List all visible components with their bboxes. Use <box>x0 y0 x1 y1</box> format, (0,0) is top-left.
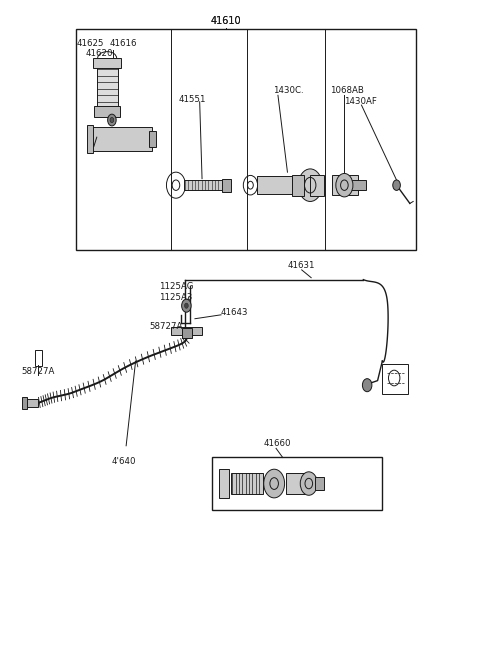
Circle shape <box>300 472 317 495</box>
Text: 58727A: 58727A <box>150 322 183 331</box>
Text: 1430AF: 1430AF <box>344 97 377 106</box>
Text: 41660: 41660 <box>264 440 291 448</box>
Bar <box>171 327 202 335</box>
Bar <box>26 399 38 407</box>
Circle shape <box>362 378 372 392</box>
Circle shape <box>108 114 116 126</box>
Bar <box>184 180 222 191</box>
Bar <box>149 131 156 147</box>
Text: 41610: 41610 <box>210 16 241 26</box>
Bar <box>93 58 121 68</box>
Text: 41616: 41616 <box>109 39 137 49</box>
Bar <box>91 127 152 151</box>
Circle shape <box>299 169 322 202</box>
Circle shape <box>264 469 285 498</box>
Text: 41610: 41610 <box>210 16 241 26</box>
Bar <box>286 473 305 494</box>
Bar <box>35 350 42 366</box>
Text: 1125A3: 1125A3 <box>159 293 192 302</box>
Bar <box>96 66 118 107</box>
Circle shape <box>336 173 353 197</box>
Circle shape <box>184 303 188 308</box>
Text: 41620: 41620 <box>86 49 113 58</box>
Bar <box>222 179 231 192</box>
Bar <box>351 180 366 191</box>
Text: 1068AB: 1068AB <box>330 86 364 95</box>
Circle shape <box>110 118 114 123</box>
Text: 41625: 41625 <box>76 39 104 49</box>
Bar <box>383 365 408 394</box>
Bar <box>94 106 120 117</box>
Bar <box>315 477 324 490</box>
Text: 58727A: 58727A <box>22 367 55 376</box>
Text: 1125AG: 1125AG <box>159 283 194 291</box>
Bar <box>181 328 192 338</box>
Text: 41551: 41551 <box>179 95 206 104</box>
Bar <box>219 469 229 498</box>
Bar <box>257 176 292 194</box>
Bar <box>87 125 93 152</box>
Bar <box>292 175 304 196</box>
Text: 41631: 41631 <box>288 261 315 270</box>
Text: 41643: 41643 <box>221 308 249 317</box>
Bar <box>230 473 263 494</box>
Bar <box>212 457 383 510</box>
Text: 4'640: 4'640 <box>112 457 136 466</box>
Circle shape <box>181 299 191 312</box>
Bar <box>265 474 270 493</box>
Bar <box>310 175 324 196</box>
Circle shape <box>393 180 400 191</box>
Bar <box>22 397 27 409</box>
Bar <box>332 175 358 195</box>
Bar <box>76 29 416 250</box>
Text: 1430C.: 1430C. <box>273 86 304 95</box>
